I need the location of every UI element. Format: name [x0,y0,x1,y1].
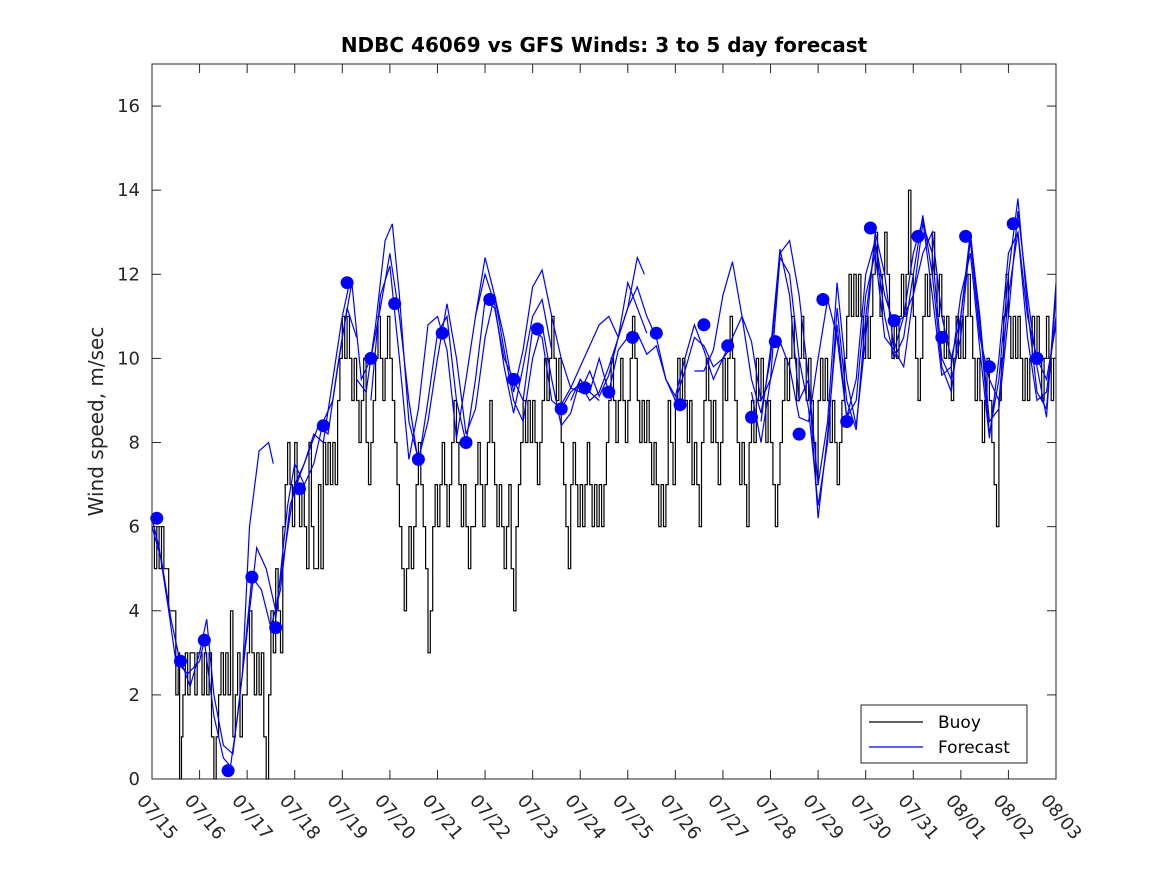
forecast-marker [435,326,449,340]
y-axis: 0 2 4 6 8 10 12 14 16 [117,96,1056,790]
forecast-marker [721,339,735,353]
forecast-marker [840,415,854,428]
y-tick-label: 4 [129,601,140,622]
y-tick-label: 0 [129,769,140,790]
forecast-marker [411,452,425,466]
forecast-marker [911,229,925,243]
forecast-marker [530,322,544,336]
forecast-marker [316,419,330,433]
y-tick-label: 6 [129,517,140,538]
chart-title: NDBC 46069 vs GFS Winds: 3 to 5 day fore… [341,33,868,57]
forecast-marker [507,372,521,386]
forecast-markers [150,217,1044,778]
forecast-marker [150,511,164,525]
forecast-marker [887,314,901,328]
y-tick-label: 12 [117,264,140,285]
y-tick-label: 10 [117,348,140,369]
y-tick-label: 14 [117,180,140,201]
forecast-marker [626,330,639,344]
forecast-marker [578,381,592,395]
forecast-run-line [760,219,1057,519]
plot-frame [151,63,1057,780]
buoy-series [152,189,1056,780]
legend-box [860,704,1028,764]
forecast-marker [792,427,806,441]
forecast-marker [174,654,187,668]
forecast-marker [863,221,877,235]
forecast-marker [221,764,235,778]
forecast-marker [649,326,663,340]
forecast-marker [959,229,973,243]
forecast-run-line [370,265,553,460]
forecast-marker [1030,351,1044,365]
forecast-run-line [750,198,1057,506]
forecast-marker [745,410,758,424]
forecast-marker [602,385,616,399]
legend-label: Forecast [938,738,1010,758]
forecast-marker [673,398,687,412]
forecast-marker [768,335,782,349]
plot-area [152,64,1056,779]
y-tick-label: 2 [129,685,140,706]
legend-label: Buoy [938,713,981,733]
forecast-marker [459,436,473,449]
forecast-marker [293,482,306,496]
forecast-marker [388,297,402,311]
forecast-marker [697,318,711,332]
forecast-marker [816,293,830,306]
forecast-marker [245,570,259,584]
forecast-marker [364,351,378,365]
forecast-marker [269,621,283,635]
forecast-run-line [560,285,733,405]
forecast-marker [340,276,354,290]
y-axis-label: Wind speed, m/sec [84,327,108,517]
forecast-marker [1006,217,1020,231]
y-tick-label: 8 [129,433,140,454]
forecast-run-line [570,229,1057,423]
forecast-marker [197,633,211,647]
forecast-marker [483,293,497,306]
buoy-line [152,189,1056,780]
forecast-marker [982,360,996,374]
forecast-marker [554,402,568,416]
forecast-marker [935,330,949,344]
legend: Buoy Forecast [860,704,1028,764]
y-tick-label: 16 [117,96,140,117]
